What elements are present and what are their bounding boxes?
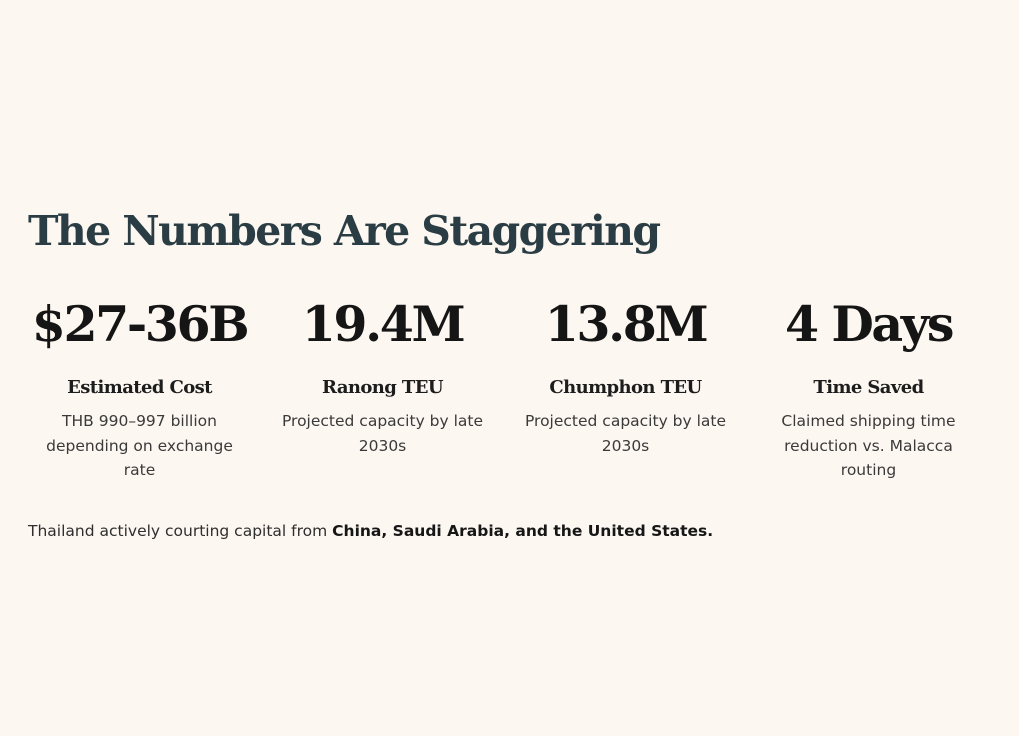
stat-ranong-teu: 19.4M Ranong TEU Projected capacity by l… [261,294,504,483]
stat-label: Estimated Cost [67,377,212,398]
numbers-section: The Numbers Are Staggering $27-36B Estim… [28,206,991,540]
section-title: The Numbers Are Staggering [28,207,661,255]
stat-label: Chumphon TEU [549,377,702,398]
stat-description: THB 990–997 billion depending on exchang… [46,412,233,479]
stat-value: 13.8M [544,295,709,353]
investment-note: Thailand actively courting capital from … [28,519,713,543]
stat-description: Claimed shipping time reduction vs. Mala… [781,412,956,479]
stat-time-saved: 4 Days Time Saved Claimed shipping time … [747,294,990,483]
stat-value: 19.4M [301,295,466,353]
stat-description: Projected capacity by late 2030s [524,412,727,455]
investment-note-text: Thailand actively courting capital from [28,521,333,540]
investment-note-countries: China, Saudi Arabia, and the United Stat… [332,521,714,540]
stat-label: Time Saved [813,377,924,398]
stat-value: 4 Days [784,295,954,353]
stat-description: Projected capacity by late 2030s [281,412,484,455]
stat-label: Ranong TEU [322,377,443,398]
stat-chumphon-teu: 13.8M Chumphon TEU Projected capacity by… [504,294,747,483]
stat-value: $27-36B [31,295,250,353]
stats-grid: $27-36B Estimated Cost THB 990–997 billi… [18,294,991,483]
stat-estimated-cost: $27-36B Estimated Cost THB 990–997 billi… [18,294,261,483]
